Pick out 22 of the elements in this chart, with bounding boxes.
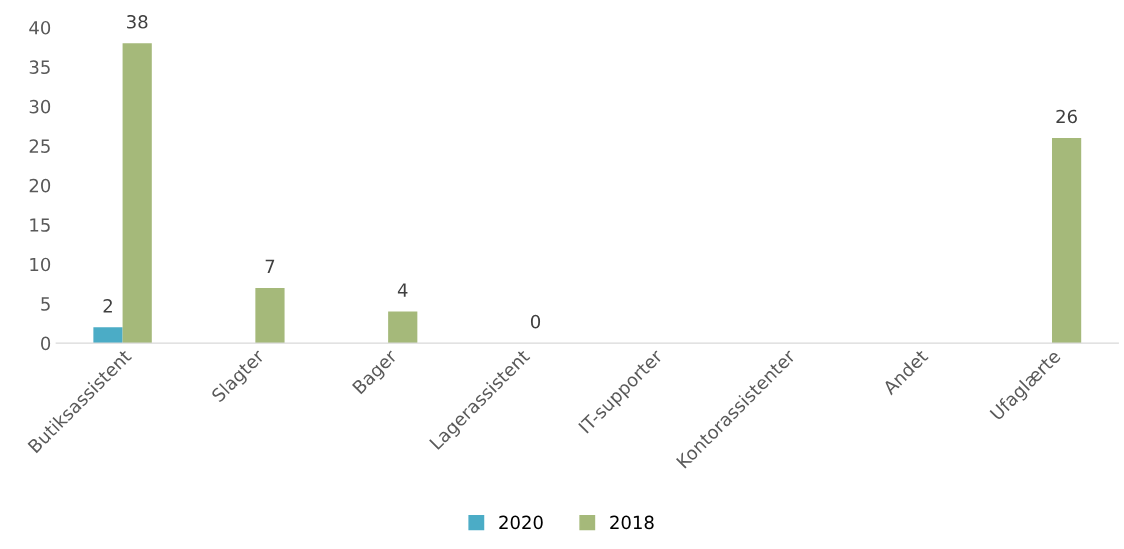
y-tick-label: 40 [29, 20, 51, 35]
data-label: 2 [103, 299, 112, 313]
legend-label: 2020 [499, 515, 543, 530]
y-tick-label: 35 [29, 60, 50, 75]
data-label: 7 [265, 259, 275, 274]
legend-label: 2018 [610, 515, 654, 530]
y-tick-label: 10 [30, 257, 51, 272]
bar [388, 311, 418, 344]
y-tick-label: 25 [29, 139, 50, 153]
data-label: 38 [127, 14, 148, 29]
data-label: 26 [1056, 109, 1077, 124]
y-tick-label: 0 [41, 336, 51, 351]
y-tick-label: 20 [29, 178, 51, 193]
bar [122, 43, 152, 344]
y-tick-label: 15 [30, 218, 50, 232]
y-tick-label: 5 [41, 297, 50, 311]
bar [1051, 137, 1082, 344]
y-tick-label: 30 [29, 99, 51, 114]
bar [255, 287, 285, 344]
data-label: 4 [397, 283, 408, 297]
bar [93, 327, 123, 344]
data-label: 0 [530, 314, 541, 329]
